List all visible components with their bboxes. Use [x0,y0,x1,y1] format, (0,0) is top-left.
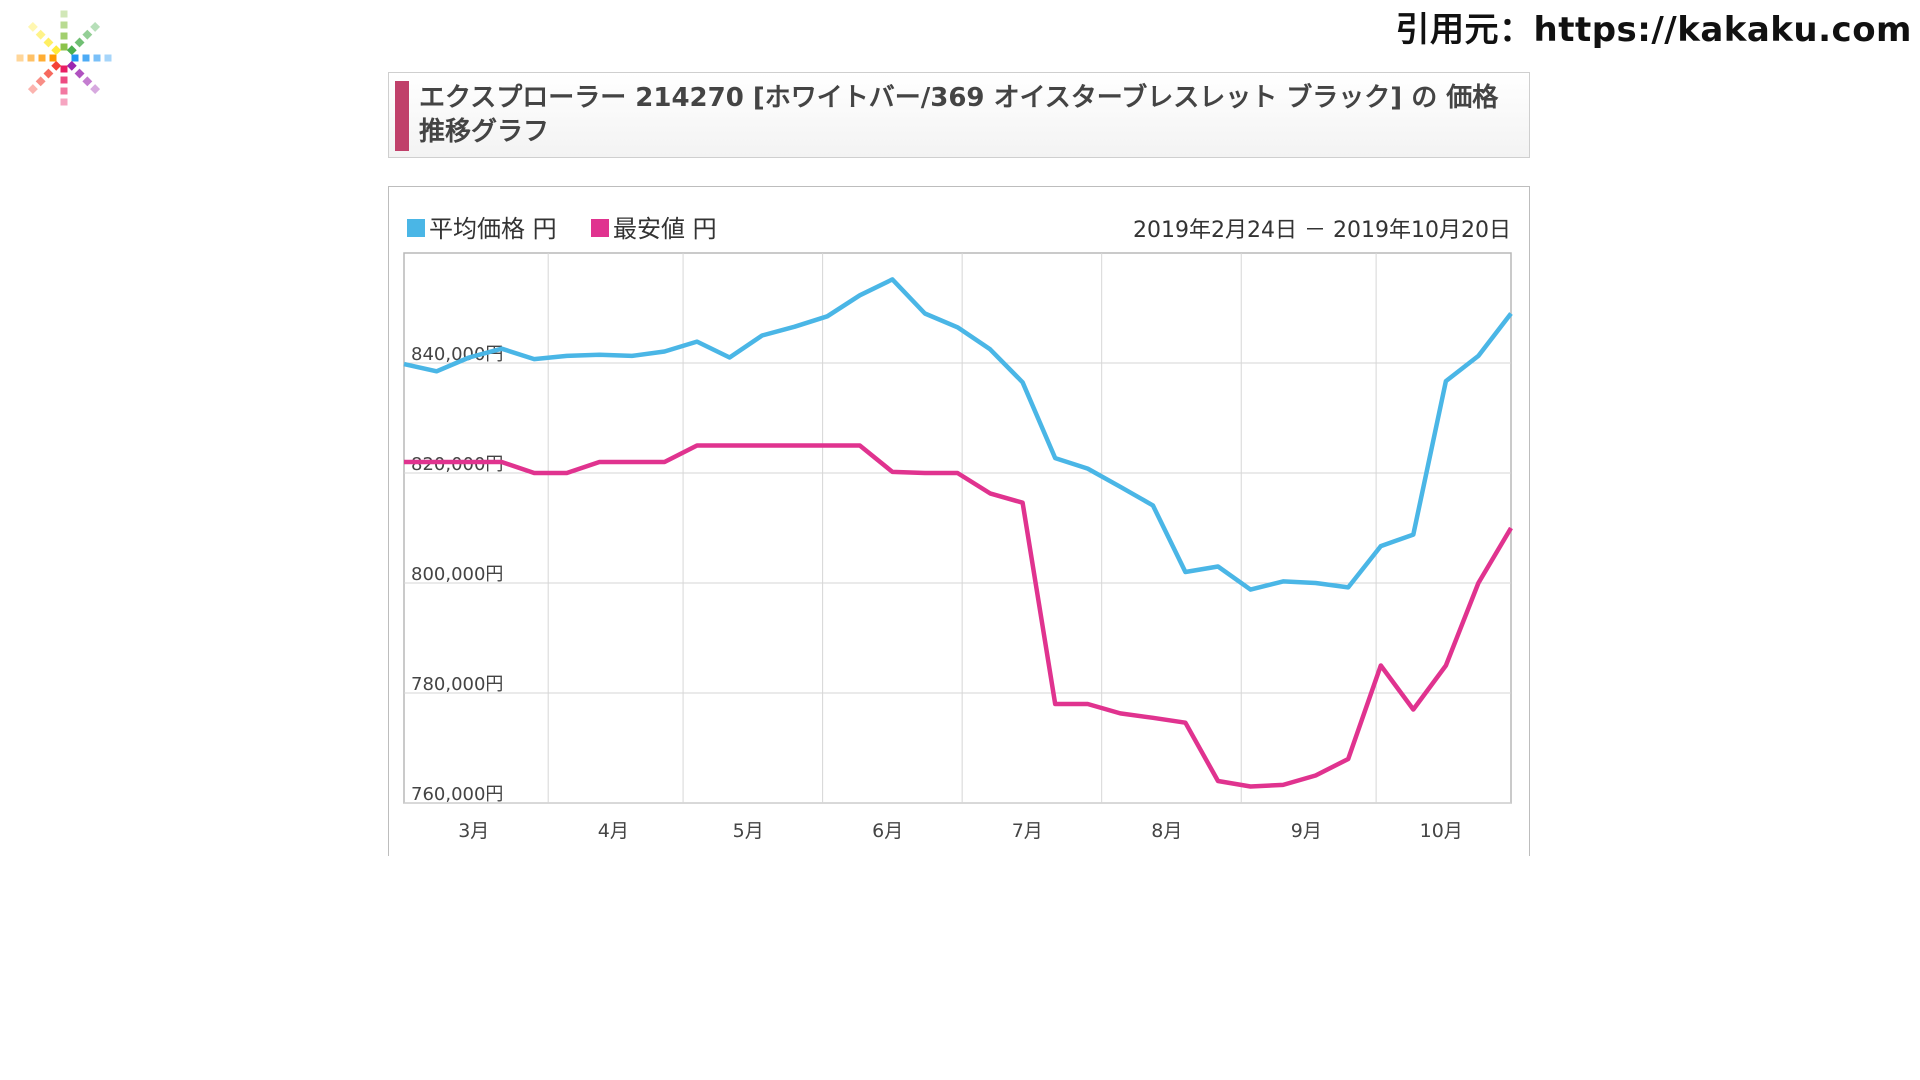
grid-lines [403,252,1512,804]
logo-square [27,21,38,32]
series-line [404,443,1513,789]
chart-title-box: エクスプローラー 214270 [ホワイトバー/369 オイスターブレスレット … [388,72,1530,158]
logo-square [66,60,77,71]
legend-swatch [407,219,425,237]
x-tick-label: 6月 [872,820,903,842]
x-tick-label: 7月 [1012,820,1043,842]
y-axis-labels: 840,000円 820,000円 800,000円 780,000円 760,000円 [411,344,503,805]
series-line [403,277,1513,592]
x-axis-labels: 3月 4月 5月 6月 7月 8月 9月 10月 [458,820,1463,842]
y-tick-label: 780,000円 [411,674,503,695]
x-tick-label: 9月 [1291,820,1322,842]
logo-square [27,54,35,62]
logo-square [60,87,68,95]
kakaku-logo-icon [16,10,112,106]
logo-square [35,29,46,40]
date-range-label: 2019年2月24日 － 2019年10月20日 [1133,218,1511,243]
logo-square [66,45,77,56]
logo-square [82,29,93,40]
logo-square [60,98,68,106]
logo-square [51,60,62,71]
logo-square [35,76,46,87]
x-tick-label: 4月 [598,820,629,842]
logo-square [60,10,68,18]
logo-square [82,54,90,62]
logo-square [74,37,85,48]
plot-border [403,252,1512,804]
logo-square [90,84,101,95]
x-tick-label: 3月 [458,820,489,842]
logo-square [43,68,54,79]
logo-square [51,45,62,56]
logo-square [16,54,24,62]
legend-label: 最安値 円 [613,215,717,243]
logo-square [82,76,93,87]
logo-square [60,32,68,40]
x-tick-label: 10月 [1420,820,1463,842]
price-trend-chart: 840,000円 820,000円 800,000円 780,000円 760,000円… [403,215,1513,842]
logo-square [60,21,68,29]
logo-square [74,68,85,79]
y-tick-label: 840,000円 [411,344,503,365]
legend-swatch [591,219,609,237]
source-label: 引用元：https://kakaku.com [1395,10,1912,50]
title-accent-bar [395,81,409,151]
logo-square [90,21,101,32]
legend: 平均価格 円 最安値 円 [407,215,717,243]
logo-square [27,84,38,95]
y-tick-label: 820,000円 [411,454,503,475]
logo-square [60,65,68,73]
logo-square [60,43,68,51]
x-tick-label: 8月 [1151,820,1182,842]
y-tick-label: 760,000円 [411,784,503,805]
legend-label: 平均価格 円 [429,215,557,243]
logo-square [38,54,46,62]
y-tick-label: 800,000円 [411,564,503,585]
x-tick-label: 5月 [733,820,764,842]
logo-square [60,76,68,84]
logo-square [104,54,112,62]
chart-title: エクスプローラー 214270 [ホワイトバー/369 オイスターブレスレット … [419,83,1499,147]
logo-square [49,54,57,62]
logo-square [93,54,101,62]
logo-square [71,54,79,62]
chart-panel: 840,000円 820,000円 800,000円 780,000円 760,000円… [388,186,1530,856]
series-lines [403,277,1513,789]
logo-square [43,37,54,48]
